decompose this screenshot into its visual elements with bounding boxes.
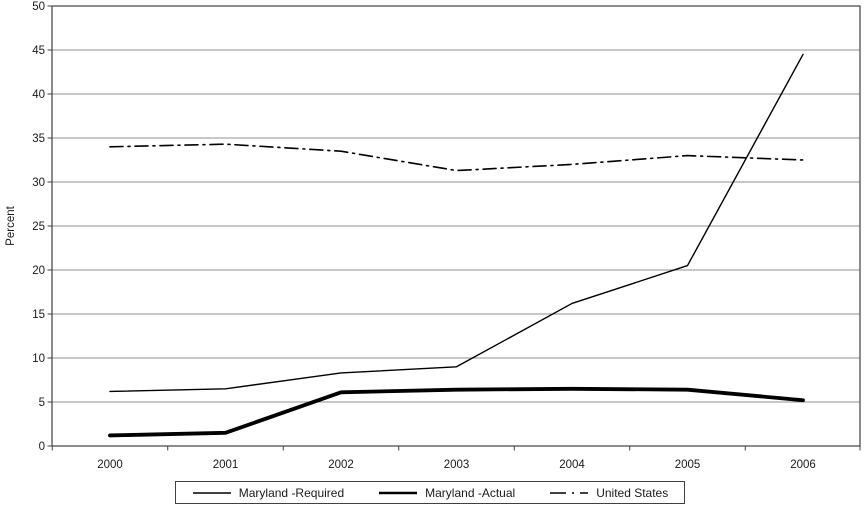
y-tick-label: 40 xyxy=(32,89,45,101)
x-tick-label: 2001 xyxy=(213,459,239,471)
x-tick-label: 2005 xyxy=(675,459,701,471)
legend-label: Maryland -Required xyxy=(238,485,345,500)
y-axis-title: Percent xyxy=(5,205,17,245)
x-tick-label: 2002 xyxy=(328,459,354,471)
x-tick-label: 2004 xyxy=(559,459,585,471)
y-tick-label: 20 xyxy=(32,265,45,277)
y-tick-label: 10 xyxy=(32,353,45,365)
legend: Maryland -Required Maryland -Actual United… xyxy=(175,481,685,504)
y-tick-label: 15 xyxy=(32,309,45,321)
y-tick-label: 0 xyxy=(39,441,45,453)
legend-line-sample xyxy=(192,491,231,494)
series-line-united-states xyxy=(109,143,804,172)
y-tick-label: 35 xyxy=(32,133,45,145)
legend-line-sample xyxy=(379,491,418,494)
x-tick-label: 2003 xyxy=(444,459,470,471)
legend-item: Maryland -Actual xyxy=(378,487,515,499)
legend-line-sample xyxy=(550,491,589,494)
x-tick-label: 2000 xyxy=(97,459,123,471)
x-tick-label: 2006 xyxy=(790,459,816,471)
legend-item: United States xyxy=(549,487,668,499)
legend-item: Maryland -Required xyxy=(192,487,344,499)
series-line-maryland-required xyxy=(109,53,804,393)
series-line-maryland-actual xyxy=(108,386,805,438)
y-tick-label: 5 xyxy=(39,397,45,409)
y-tick-label: 25 xyxy=(32,221,45,233)
legend-label: Maryland -Actual xyxy=(425,485,516,500)
legend-label: United States xyxy=(596,485,669,500)
y-tick-label: 30 xyxy=(32,177,45,189)
y-tick-label: 45 xyxy=(32,45,45,57)
y-tick-label: 50 xyxy=(32,1,45,13)
